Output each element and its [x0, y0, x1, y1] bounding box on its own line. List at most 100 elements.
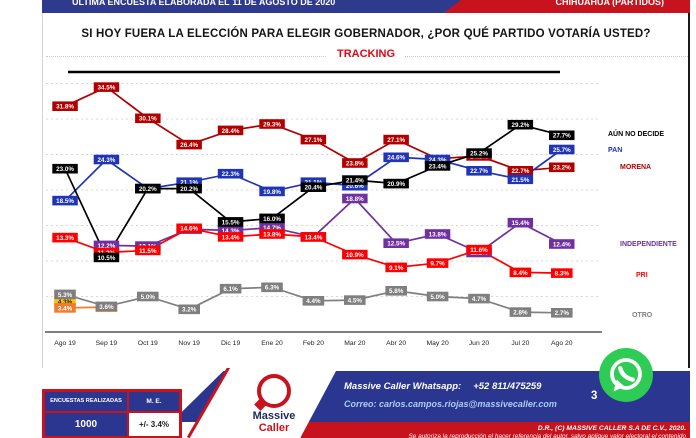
svg-text:5.0%: 5.0%	[141, 294, 156, 301]
svg-text:21.5%: 21.5%	[511, 177, 529, 184]
stats-value-margin-error: +/- 3.4%	[128, 412, 180, 437]
svg-text:8.3%: 8.3%	[555, 271, 570, 278]
svg-text:29.2%: 29.2%	[511, 122, 529, 129]
svg-text:12.2%: 12.2%	[97, 243, 115, 250]
survey-note-bold: 11 DE AGOSTO DE 2020	[232, 0, 336, 7]
svg-text:14.5%: 14.5%	[180, 227, 198, 234]
svg-text:6.1%: 6.1%	[223, 286, 238, 293]
svg-text:14.3%: 14.3%	[222, 228, 240, 235]
svg-text:20.6%: 20.6%	[346, 183, 364, 190]
svg-text:24.3%: 24.3%	[429, 157, 447, 164]
svg-text:Ene 20: Ene 20	[261, 340, 283, 347]
svg-text:13.8%: 13.8%	[263, 231, 281, 238]
svg-text:18.5%: 18.5%	[56, 198, 74, 205]
svg-text:21.1%: 21.1%	[304, 180, 322, 187]
subtitle-tracking: TRACKING	[42, 48, 690, 60]
svg-text:13.4%: 13.4%	[222, 234, 240, 241]
svg-text:20.2%: 20.2%	[180, 186, 198, 193]
stats-header-me: M. E.	[128, 391, 180, 412]
svg-text:Abr 20: Abr 20	[386, 340, 406, 347]
svg-text:11.5%: 11.5%	[139, 248, 157, 255]
svg-text:14.7%: 14.7%	[263, 225, 281, 232]
svg-text:11.2%: 11.2%	[98, 250, 116, 257]
copyright-line-1: D.R., (C) MASSIVE CALLER S.A DE C.V., 20…	[537, 424, 686, 432]
footer-red-strip	[281, 422, 690, 438]
svg-text:8.4%: 8.4%	[513, 270, 528, 277]
svg-text:24.6%: 24.6%	[387, 155, 405, 162]
svg-text:31.8%: 31.8%	[56, 104, 74, 111]
svg-text:Feb 20: Feb 20	[303, 340, 324, 347]
svg-text:26.4%: 26.4%	[180, 142, 198, 149]
svg-text:29.3%: 29.3%	[263, 121, 281, 128]
svg-text:4.3%: 4.3%	[58, 299, 73, 306]
svg-text:23.2%: 23.2%	[553, 165, 571, 172]
svg-text:23.8%: 23.8%	[346, 160, 364, 167]
copyright-line-2: Se autoriza la reproducción el hacer ref…	[408, 432, 686, 438]
legend-pri: PRI	[636, 272, 648, 279]
svg-text:22.7%: 22.7%	[470, 168, 488, 175]
svg-text:10.5%: 10.5%	[97, 255, 115, 262]
svg-text:34.5%: 34.5%	[97, 85, 115, 92]
logo-text-massive: Massive	[252, 410, 296, 422]
svg-text:16.0%: 16.0%	[263, 216, 281, 223]
svg-text:Nov 19: Nov 19	[178, 340, 200, 347]
svg-text:Ago 20: Ago 20	[551, 340, 573, 347]
svg-text:2.8%: 2.8%	[513, 310, 528, 317]
svg-text:Sep 19: Sep 19	[96, 340, 118, 347]
svg-text:30.1%: 30.1%	[139, 116, 157, 123]
survey-date-note: ÚLTIMA ENCUESTA ELABORADA EL 11 DE AGOST…	[72, 0, 335, 7]
svg-text:11.6%: 11.6%	[470, 247, 488, 254]
svg-text:27.1%: 27.1%	[304, 137, 322, 144]
svg-text:2.7%: 2.7%	[555, 310, 570, 317]
whatsapp-icon[interactable]	[598, 347, 654, 403]
sample-stats-table: ENCUESTAS REALIZADAS M. E. 1000 +/- 3.4%	[42, 389, 182, 438]
legend-aun-no-decide: AÚN NO DECIDE	[608, 131, 665, 138]
legend-independiente: INDEPENDIENTE	[620, 241, 677, 248]
page-number: 3	[591, 390, 598, 402]
svg-text:15.4%: 15.4%	[511, 220, 529, 227]
svg-text:15.5%: 15.5%	[222, 219, 240, 226]
legend-otro: OTRO	[632, 312, 653, 319]
svg-text:22.7%: 22.7%	[511, 168, 529, 175]
svg-text:Mar 20: Mar 20	[344, 340, 365, 347]
svg-text:21.1%: 21.1%	[180, 180, 198, 187]
svg-text:24.8%: 24.8%	[470, 153, 488, 160]
stats-header-encuestas: ENCUESTAS REALIZADAS	[44, 391, 128, 412]
svg-text:20.4%: 20.4%	[304, 185, 322, 192]
svg-text:Dic 19: Dic 19	[221, 340, 240, 347]
svg-text:27.1%: 27.1%	[387, 137, 405, 144]
svg-text:5.8%: 5.8%	[389, 288, 404, 295]
header-band-red-segment	[443, 0, 690, 13]
footer: ENCUESTAS REALIZADAS M. E. 1000 +/- 3.4%…	[42, 368, 690, 438]
svg-text:13.4%: 13.4%	[304, 234, 322, 241]
svg-text:12.5%: 12.5%	[387, 241, 405, 248]
massive-caller-logo-icon	[257, 374, 291, 408]
svg-text:20.2%: 20.2%	[139, 186, 157, 193]
whatsapp-contact-line: Massive Caller Whatsapp: +52 811/475259	[344, 381, 542, 392]
svg-text:4.7%: 4.7%	[472, 296, 487, 303]
svg-text:27.7%: 27.7%	[553, 133, 571, 140]
svg-text:10.9%: 10.9%	[346, 252, 364, 259]
svg-text:14.6%: 14.6%	[180, 226, 198, 233]
svg-text:13.4%: 13.4%	[304, 234, 322, 241]
region-label: CHIHUAHUA (PARTIDOS)	[555, 0, 665, 7]
svg-text:20.9%: 20.9%	[387, 181, 405, 188]
svg-text:18.8%: 18.8%	[346, 196, 364, 203]
email-contact-line: Correo: carlos.campos.riojas@massivecall…	[344, 399, 557, 409]
svg-text:19.8%: 19.8%	[263, 189, 281, 196]
logo-text-caller: Caller	[258, 421, 290, 434]
massive-caller-logo: Massive Caller	[224, 374, 324, 434]
header-band: ÚLTIMA ENCUESTA ELABORADA EL 11 DE AGOST…	[42, 0, 690, 13]
svg-text:6.3%: 6.3%	[265, 285, 280, 292]
svg-text:13.8%: 13.8%	[429, 231, 447, 238]
svg-text:20.2%: 20.2%	[139, 186, 157, 193]
svg-text:3.6%: 3.6%	[99, 304, 114, 311]
svg-text:Jun 20: Jun 20	[469, 340, 490, 347]
legend-pan: PAN	[608, 147, 623, 154]
svg-text:22.3%: 22.3%	[222, 171, 240, 178]
svg-text:3.5%: 3.5%	[99, 305, 114, 312]
svg-text:23.0%: 23.0%	[56, 166, 74, 173]
whatsapp-number: +52 811/475259	[473, 381, 542, 392]
svg-text:Jul 20: Jul 20	[511, 340, 529, 347]
svg-text:4.4%: 4.4%	[306, 298, 321, 305]
